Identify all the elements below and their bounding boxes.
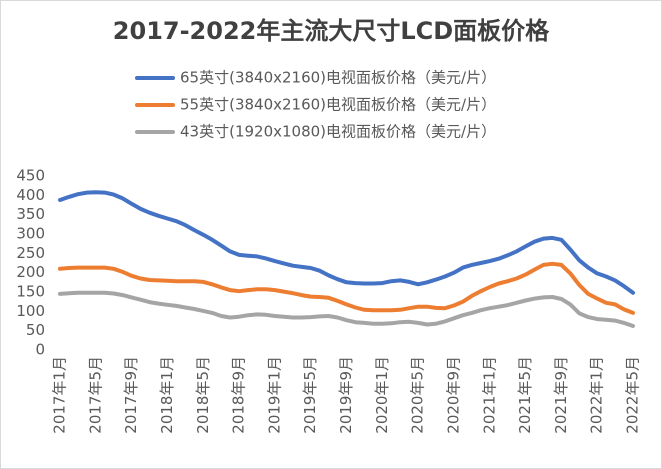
y-tick-label: 450 bbox=[16, 167, 45, 185]
x-tick-label: 2019年9月 bbox=[337, 356, 355, 434]
series-line bbox=[58, 190, 635, 295]
x-tick-label: 2017年1月 bbox=[51, 356, 69, 434]
x-tick-label: 2022年5月 bbox=[624, 356, 642, 434]
x-tick-label: 2021年9月 bbox=[552, 356, 570, 434]
y-tick-label: 300 bbox=[16, 225, 45, 243]
x-tick-label: 2019年1月 bbox=[265, 356, 283, 434]
x-tick-label: 2020年1月 bbox=[373, 356, 391, 434]
x-tick-label: 2018年9月 bbox=[230, 356, 248, 434]
x-tick-label: 2018年5月 bbox=[194, 356, 212, 434]
chart-title: 2017-2022年主流大尺寸LCD面板价格 bbox=[113, 17, 550, 45]
x-tick-label: 2021年1月 bbox=[480, 356, 498, 434]
x-tick-label: 2017年5月 bbox=[86, 356, 104, 434]
y-tick-label: 400 bbox=[16, 186, 45, 204]
legend-label: 65英寸(3840x2160)电视面板价格（美元/片） bbox=[180, 69, 496, 87]
y-tick-label: 100 bbox=[16, 302, 45, 320]
y-tick-label: 0 bbox=[35, 341, 45, 359]
x-tick-label: 2020年9月 bbox=[444, 356, 462, 434]
x-tick-label: 2019年5月 bbox=[301, 356, 319, 434]
x-tick-label: 2017年9月 bbox=[122, 356, 140, 434]
y-tick-label: 250 bbox=[16, 244, 45, 262]
y-tick-label: 200 bbox=[16, 263, 45, 281]
y-tick-label: 350 bbox=[16, 205, 45, 223]
series-line bbox=[58, 290, 635, 328]
x-tick-label: 2022年1月 bbox=[588, 356, 606, 434]
legend-label: 43英寸(1920x1080)电视面板价格（美元/片） bbox=[180, 123, 496, 141]
legend-label: 55英寸(3840x2160)电视面板价格（美元/片） bbox=[180, 96, 496, 114]
y-tick-label: 50 bbox=[26, 321, 45, 339]
series-line bbox=[58, 261, 635, 315]
x-tick-label: 2018年1月 bbox=[158, 356, 176, 434]
y-tick-label: 150 bbox=[16, 283, 45, 301]
x-tick-label: 2021年5月 bbox=[516, 356, 534, 434]
x-tick-label: 2020年5月 bbox=[409, 356, 427, 434]
